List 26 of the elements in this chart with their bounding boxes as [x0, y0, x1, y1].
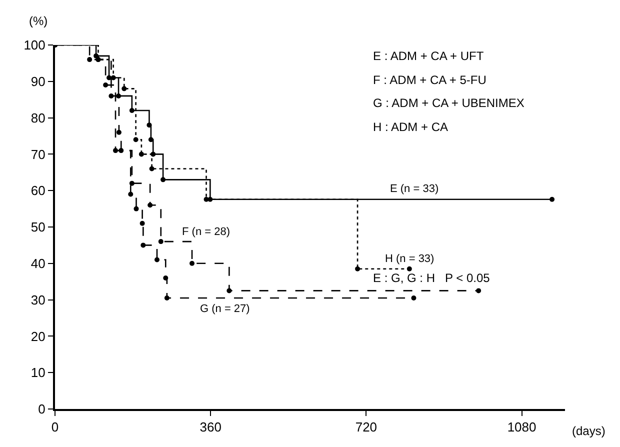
- annotation: H (n = 33): [385, 253, 434, 265]
- y-tick-label: 80: [30, 110, 46, 126]
- y-tick-label: 70: [30, 146, 46, 162]
- annotation: F (n = 28): [182, 226, 230, 238]
- annotation: F : ADM + CA + 5-FU: [373, 73, 486, 87]
- y-tick-label: 40: [30, 256, 46, 271]
- x-tick-label: 360: [200, 420, 222, 435]
- y-tick-label: 0: [38, 402, 46, 417]
- y-tick-label: 90: [30, 74, 46, 89]
- annotation: H : ADM + CA: [373, 120, 448, 134]
- y-tick-label: 100: [24, 38, 46, 53]
- y-tick-label: 30: [30, 292, 46, 308]
- annotation: G : ADM + CA + UBENIMEX: [373, 96, 524, 110]
- annotation: G (n = 27): [200, 303, 250, 315]
- y-tick-label: 50: [30, 220, 46, 235]
- x-axis-title: (days): [572, 424, 606, 438]
- y-tick-label: 20: [30, 328, 46, 344]
- x-tick-label: 720: [355, 420, 378, 435]
- annotation: E : ADM + CA + UFT: [373, 49, 484, 63]
- y-tick-label: 60: [30, 183, 46, 198]
- annotation: E (n = 33): [390, 183, 439, 195]
- x-tick-label: 1080: [507, 420, 536, 435]
- annotation: E : G, G : H P < 0.05: [373, 271, 490, 285]
- y-tick-label: 10: [30, 365, 46, 380]
- y-axis-title: (%): [29, 14, 48, 28]
- x-tick-label: 0: [51, 420, 59, 435]
